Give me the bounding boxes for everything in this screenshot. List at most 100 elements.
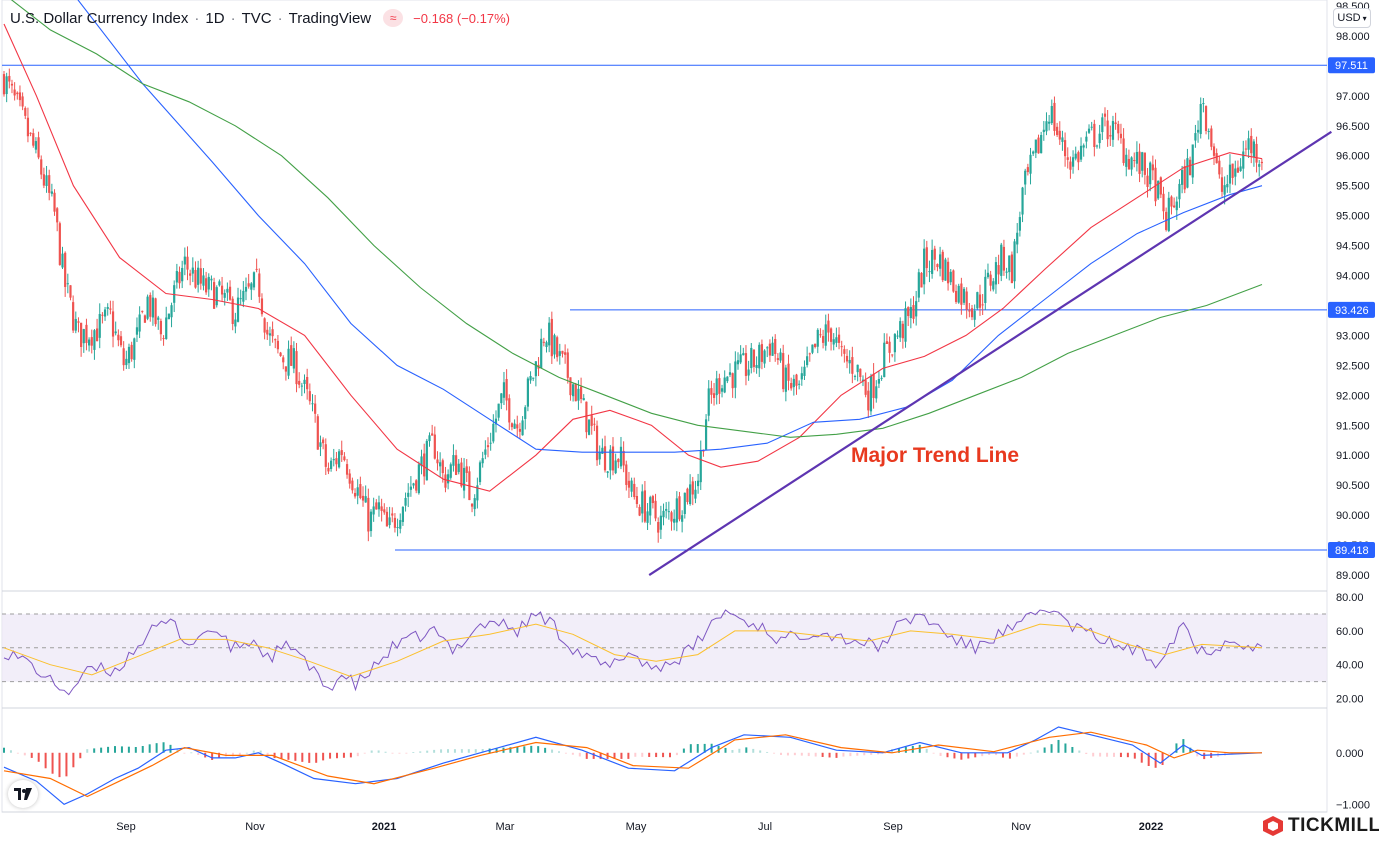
candle-body xyxy=(1181,170,1184,185)
macd-histogram-bar xyxy=(384,751,387,753)
macd-histogram-bar xyxy=(405,752,408,754)
candle-body xyxy=(843,349,846,354)
macd-histogram-bar xyxy=(1140,752,1143,763)
time-axis-tick-label: 2021 xyxy=(372,821,396,833)
candle-body xyxy=(946,261,950,284)
candle-body xyxy=(1010,254,1014,284)
price-axis-tick-label: 90.000 xyxy=(1336,510,1370,522)
macd-histogram-bar xyxy=(571,752,574,755)
candle-body xyxy=(542,341,545,343)
macd-histogram-bar xyxy=(828,752,831,758)
time-axis-tick-label: 2022 xyxy=(1139,821,1163,833)
candle-body xyxy=(77,321,80,323)
candle-body xyxy=(1021,187,1024,215)
macd-histogram-bar xyxy=(495,748,498,753)
tv-logo-mark xyxy=(14,788,32,800)
candle-body xyxy=(149,295,152,317)
macd-histogram-bar xyxy=(231,752,234,757)
macd-histogram-bar xyxy=(273,752,276,759)
tradingview-logo-icon[interactable] xyxy=(8,780,38,808)
candle-body xyxy=(1244,148,1248,150)
candle-body xyxy=(314,403,317,414)
candle-body xyxy=(768,343,771,356)
macd-histogram-bar xyxy=(981,752,984,757)
candle-body xyxy=(614,460,617,474)
candle-body xyxy=(215,287,218,306)
candle-body xyxy=(228,286,232,300)
mid-moving-average-line xyxy=(77,0,1263,453)
price-level-badge-label: 89.418 xyxy=(1335,545,1369,557)
candle-body xyxy=(135,327,139,335)
macd-histogram-bar xyxy=(23,752,26,756)
macd-histogram-bar xyxy=(655,752,658,758)
candle-body xyxy=(178,271,181,284)
macd-histogram-bar xyxy=(433,749,436,753)
price-axis-tick-label: 91.000 xyxy=(1336,450,1370,462)
candle-body xyxy=(407,492,410,497)
candle-body xyxy=(202,275,205,286)
candle-body xyxy=(391,513,394,516)
candle-body xyxy=(1111,121,1115,140)
candle-body xyxy=(404,497,407,506)
candle-body xyxy=(194,269,197,288)
candle-body xyxy=(385,511,389,527)
candle-body xyxy=(1236,167,1240,173)
candle-body xyxy=(1018,217,1021,231)
candle-body xyxy=(1247,138,1250,150)
candle-body xyxy=(345,464,349,475)
candle-body xyxy=(1032,151,1035,154)
candle-body xyxy=(1071,157,1075,167)
candle-body xyxy=(146,296,149,319)
candle-body xyxy=(798,383,801,385)
candle-body xyxy=(877,378,881,384)
candle-body xyxy=(657,522,660,533)
candle-body xyxy=(1077,152,1080,163)
time-axis-tick-label: May xyxy=(626,821,647,833)
candle-body xyxy=(1250,135,1253,154)
price-axis-tick-label: 95.000 xyxy=(1336,211,1370,223)
candle-body xyxy=(513,423,516,429)
candle-body xyxy=(1119,133,1123,139)
macd-histogram-bar xyxy=(960,752,963,760)
macd-histogram-bar xyxy=(453,749,456,753)
candle-body xyxy=(880,377,883,379)
candle-body xyxy=(1141,152,1144,171)
candle-body xyxy=(462,467,466,491)
candle-body xyxy=(266,329,269,335)
candle-body xyxy=(654,500,657,519)
candle-body xyxy=(662,510,665,518)
candle-body xyxy=(1218,160,1221,175)
candle-body xyxy=(984,276,987,303)
candle-body xyxy=(183,256,186,265)
interval-label[interactable]: 1D xyxy=(205,9,225,27)
currency-unit-button[interactable]: USD ▾ xyxy=(1333,8,1371,28)
macd-histogram-bar xyxy=(946,752,949,758)
compare-icon[interactable]: ≈ xyxy=(383,9,404,27)
candle-body xyxy=(223,292,226,298)
candle-body xyxy=(939,254,942,269)
macd-histogram-bar xyxy=(752,748,755,753)
macd-histogram-bar xyxy=(308,752,311,763)
candle-body xyxy=(572,384,575,397)
candle-body xyxy=(1228,164,1232,184)
candle-body xyxy=(210,278,213,281)
macd-histogram-bar xyxy=(419,751,422,753)
candle-body xyxy=(452,455,455,466)
macd-histogram-bar xyxy=(169,744,172,753)
macd-histogram-bar xyxy=(780,752,782,756)
candle-body xyxy=(1204,106,1208,131)
macd-histogram-bar xyxy=(800,752,803,756)
candle-body xyxy=(316,416,319,450)
macd-histogram-bar xyxy=(530,745,533,753)
macd-histogram-bar xyxy=(759,750,762,753)
candle-body xyxy=(1045,121,1048,132)
symbol-name[interactable]: U.S. Dollar Currency Index xyxy=(10,9,189,27)
candle-body xyxy=(981,304,984,306)
candle-body xyxy=(992,281,995,290)
candle-body xyxy=(1258,164,1261,167)
candle-body xyxy=(744,353,748,376)
macd-histogram-bar xyxy=(620,752,623,759)
macd-histogram-bar xyxy=(870,752,873,755)
